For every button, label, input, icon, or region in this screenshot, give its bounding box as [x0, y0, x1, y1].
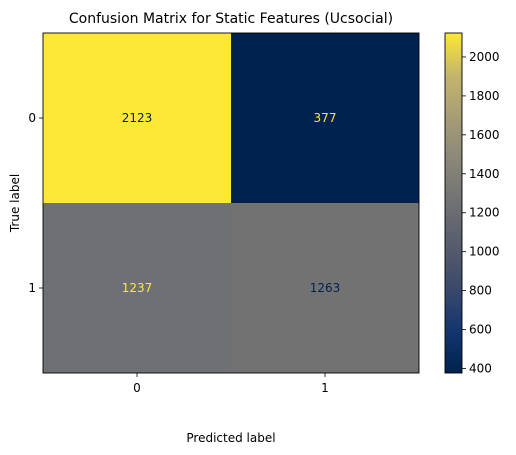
chart-title: Confusion Matrix for Static Features (Uc…	[69, 11, 393, 27]
heatmap-cell	[231, 33, 419, 203]
colorbar-tick-label: 1400	[469, 167, 500, 181]
colorbar-tick-label: 1600	[469, 128, 500, 142]
colorbar	[444, 32, 463, 374]
colorbar-tick-label: 1000	[469, 245, 500, 259]
colorbar-ticks: 400 600 800 1000 1200 1400 1600 1800 2000	[462, 50, 500, 376]
y-tick-label: 0	[28, 111, 36, 125]
colorbar-tick-label: 600	[469, 323, 492, 337]
cell-value-label: 1263	[310, 281, 341, 295]
cell-value-label: 1237	[122, 281, 153, 295]
y-axis-label: True label	[8, 174, 22, 233]
plot-frame	[42, 32, 420, 374]
heatmap-cell	[43, 203, 231, 373]
x-tick-label: 0	[133, 381, 141, 395]
colorbar-tick-label: 1200	[469, 206, 500, 220]
cell-value-label: 377	[314, 111, 337, 125]
colorbar-tick-label: 1800	[469, 89, 500, 103]
heatmap-cells: 2123 377 1237 1263	[43, 33, 419, 373]
y-tick-label: 1	[28, 281, 36, 295]
cell-value-label: 2123	[122, 111, 153, 125]
colorbar-tick-label: 800	[469, 284, 492, 298]
colorbar-tick-label: 2000	[469, 50, 500, 64]
x-tick-label: 1	[321, 381, 329, 395]
heatmap-cell	[231, 203, 419, 373]
x-axis-label: Predicted label	[186, 431, 275, 445]
heatmap-cell	[43, 33, 231, 203]
y-axis-ticks: 01	[28, 111, 43, 295]
colorbar-tick-label: 400	[469, 362, 492, 376]
